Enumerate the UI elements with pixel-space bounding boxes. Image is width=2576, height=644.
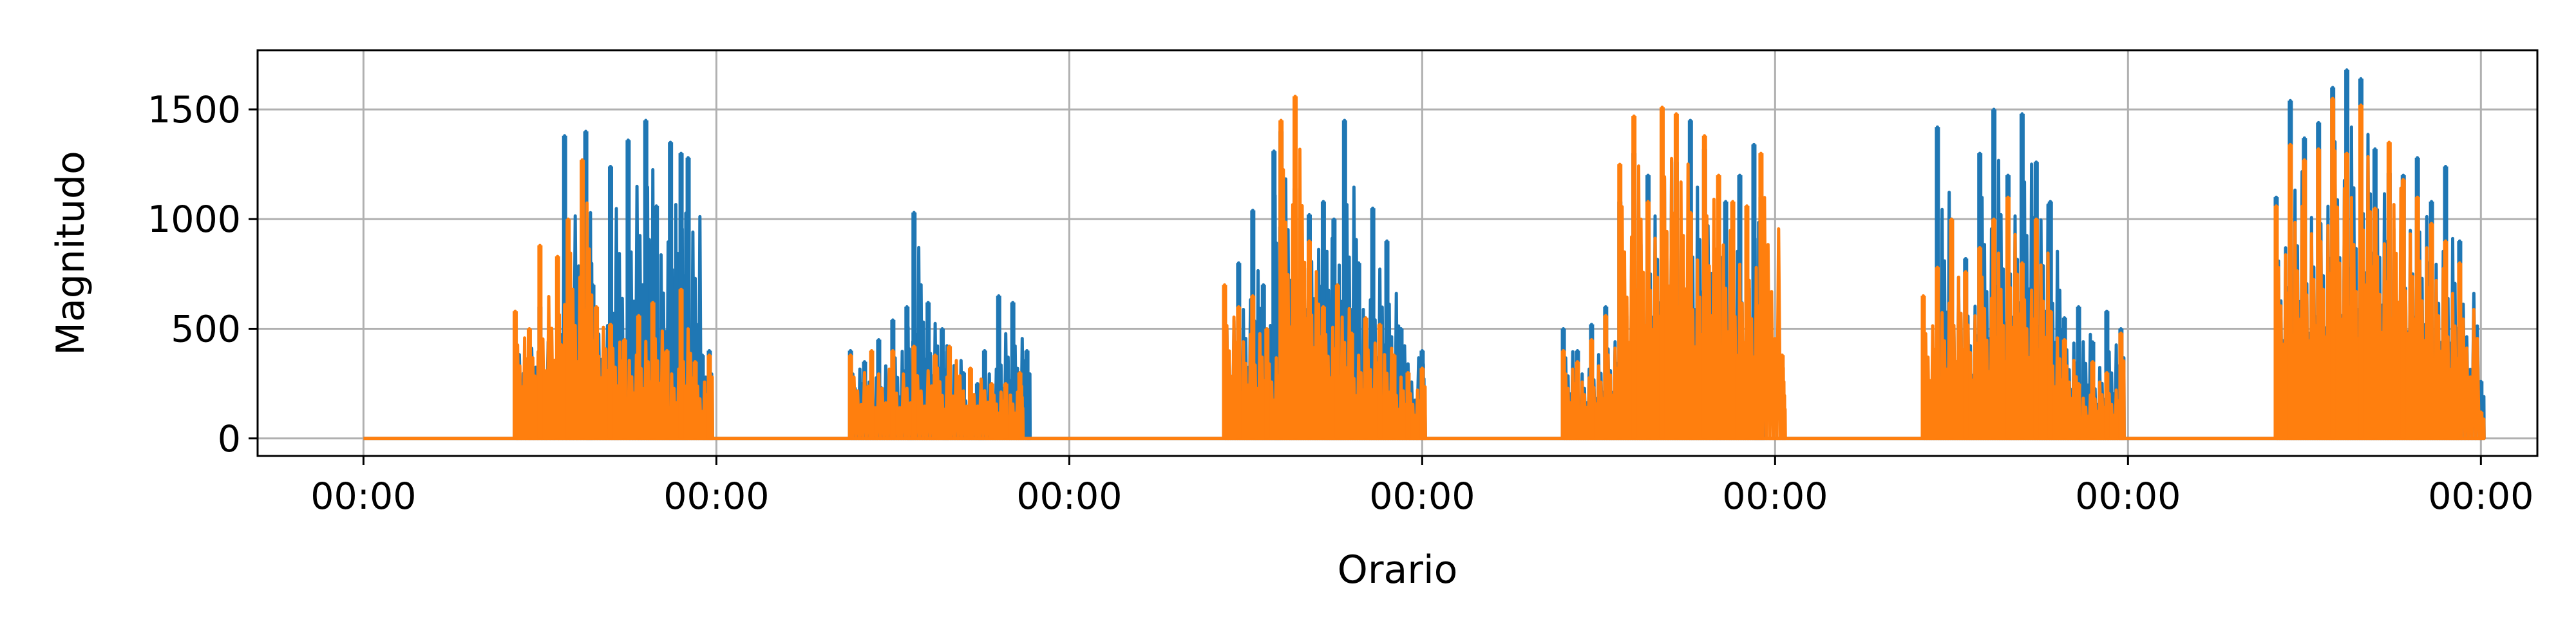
plot-frame [256,49,2539,457]
x-tick-label: 00:00 [663,475,769,518]
y-tick-label: 1000 [147,198,241,241]
series-segment [1922,195,2126,440]
x-tick-label: 00:00 [310,475,416,518]
y-tick-label: 500 [171,308,241,350]
y-tick-label: 1500 [147,89,241,131]
axes: 00:00 00:00 00:00 00:00 00:00 00:00 00:00 0 500 1… [147,89,2534,518]
series-layer [363,68,2486,440]
y-axis-label: Magnitudo [48,151,93,355]
series-segment [1223,95,1427,440]
x-tick-label: 00:00 [1369,475,1475,518]
x-tick-label: 00:00 [1016,475,1122,518]
series-1 [363,95,2486,440]
x-tick-label: 00:00 [2428,475,2533,518]
x-tick-label: 00:00 [1722,475,1828,518]
y-tick-label: 0 [218,418,241,460]
series-segment [513,158,714,440]
x-tick-label: 00:00 [2075,475,2181,518]
x-axis-label: Orario [1338,547,1458,592]
